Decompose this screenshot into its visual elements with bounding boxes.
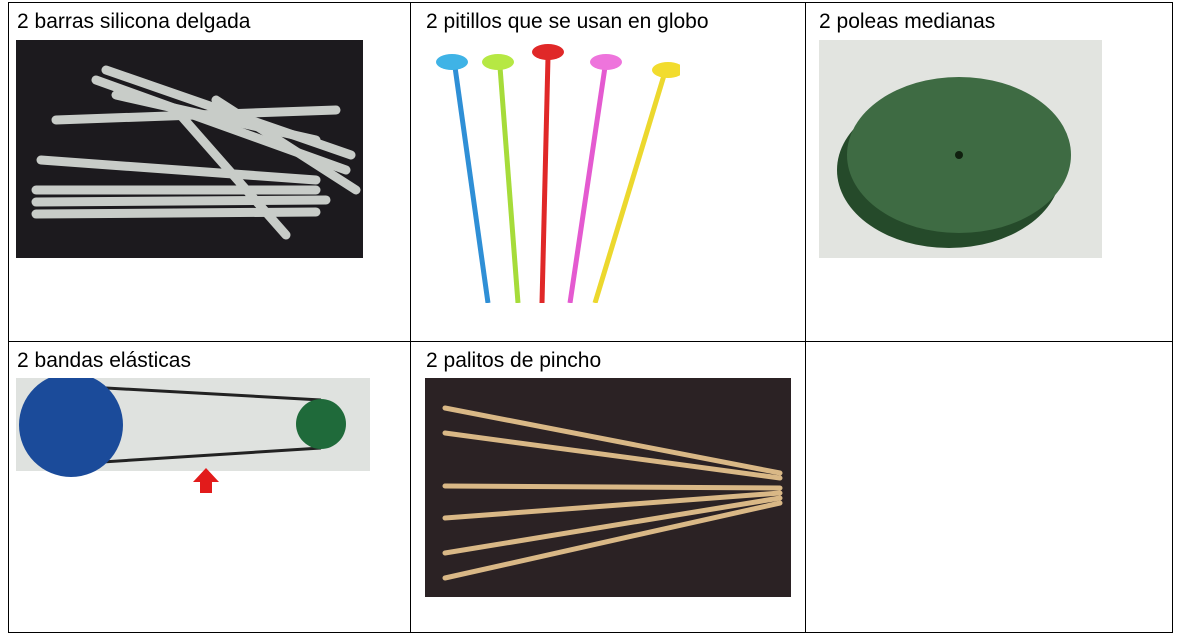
- cell-text: 2 pitillos que se usan en globo: [426, 10, 709, 33]
- photo-glue-sticks: [16, 40, 363, 258]
- photo-balloon-sticks: [436, 44, 680, 303]
- table-cell: [805, 341, 1173, 633]
- cell-text: 2 barras silicona delgada: [17, 10, 251, 33]
- photo-elastic-band: [16, 378, 370, 493]
- photo-skewers: [425, 378, 791, 597]
- cell-text: 2 bandas elásticas: [17, 349, 191, 372]
- photo-pulley: [819, 40, 1102, 258]
- cell-text: 2 poleas medianas: [819, 10, 996, 33]
- cell-text: 2 palitos de pincho: [426, 349, 602, 372]
